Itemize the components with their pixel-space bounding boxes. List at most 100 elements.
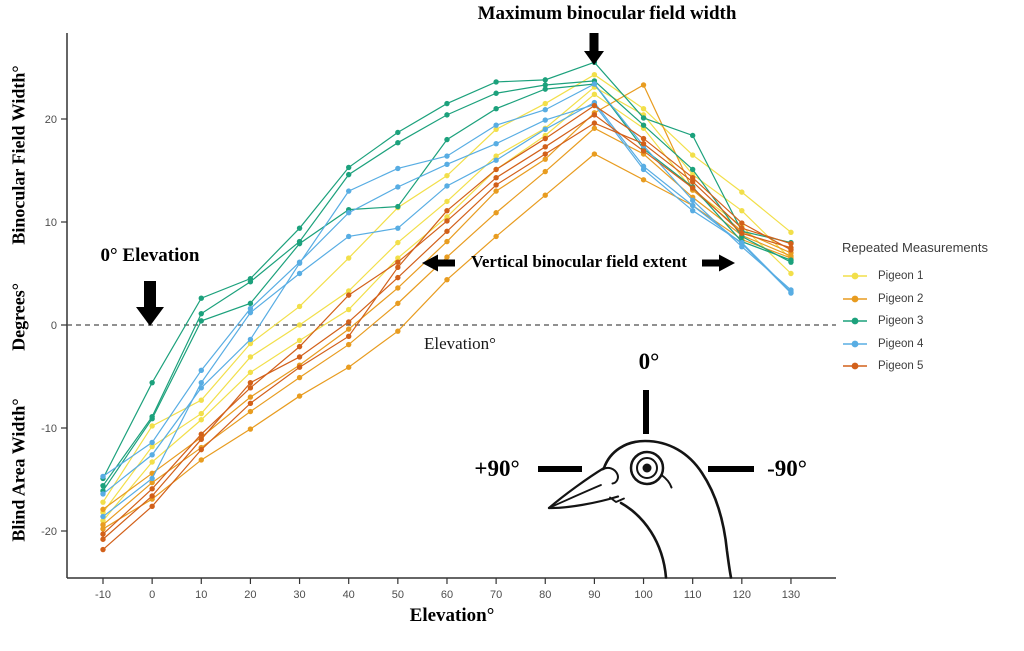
- data-point-pigeon-3-m1: [444, 100, 450, 107]
- data-point-pigeon-5-m1: [100, 536, 106, 542]
- x-tick-label: 60: [441, 589, 453, 601]
- data-point-pigeon-1-m2: [493, 153, 499, 159]
- legend-key-icon: [843, 317, 867, 325]
- data-point-pigeon-4-m1: [395, 184, 401, 190]
- pigeon-head-diagram: [538, 390, 754, 579]
- data-point-pigeon-4-m2: [100, 491, 106, 497]
- y-tick-label: -10: [41, 423, 57, 435]
- data-point-pigeon-5-m3: [739, 230, 745, 237]
- legend-title: Repeated Measurements: [842, 240, 988, 255]
- data-point-pigeon-3-m2: [198, 310, 204, 317]
- data-point-pigeon-2-m2: [296, 374, 303, 381]
- head-label-plus90: +90°: [474, 456, 520, 481]
- x-tick-label: 90: [588, 589, 600, 601]
- data-point-pigeon-3-m2: [346, 171, 352, 178]
- data-point-pigeon-5-m1: [149, 493, 155, 499]
- data-point-pigeon-1-m1: [247, 340, 254, 347]
- data-point-pigeon-1-m1: [640, 106, 647, 112]
- series-line-pigeon-5-m2: [102, 104, 792, 550]
- data-point-pigeon-1-m3: [395, 255, 401, 261]
- data-point-pigeon-2-m2: [247, 408, 254, 415]
- data-point-pigeon-3-m1: [198, 295, 204, 301]
- data-point-pigeon-4-m2: [149, 452, 155, 458]
- data-point-pigeon-1-m1: [149, 423, 155, 429]
- data-point-pigeon-2-m2: [395, 300, 401, 307]
- data-point-pigeon-5-m1: [198, 436, 204, 443]
- data-point-pigeon-3-m1: [689, 132, 696, 139]
- legend-item-pigeon-5: Pigeon 5: [842, 355, 1022, 378]
- data-point-pigeon-4-m3: [493, 157, 499, 163]
- data-point-pigeon-3-m2: [493, 90, 499, 96]
- data-point-pigeon-4-m3: [247, 309, 254, 316]
- data-point-pigeon-3-m3: [444, 136, 450, 143]
- series-line-pigeon-4-m1: [102, 103, 792, 477]
- data-point-pigeon-5-m3: [493, 175, 499, 181]
- data-point-pigeon-5-m2: [640, 135, 647, 142]
- data-point-pigeon-4-m3: [542, 126, 548, 132]
- data-point-pigeon-1-m2: [444, 198, 450, 205]
- series-line-pigeon-4-m2: [102, 83, 792, 495]
- legend-key-icon: [843, 340, 867, 348]
- legend-items: Pigeon 1 Pigeon 2 Pigeon 3 Pigeon 4 Pigeon 5: [842, 265, 1022, 378]
- data-point-pigeon-1-m3: [444, 214, 450, 220]
- y-tick-label: 20: [45, 114, 57, 126]
- x-tick-label: 40: [343, 589, 355, 601]
- data-point-pigeon-3-m3: [493, 106, 499, 112]
- data-point-pigeon-5-m3: [444, 218, 450, 224]
- series-line-pigeon-3-m1: [102, 61, 792, 479]
- data-point-pigeon-5-m1: [640, 141, 647, 147]
- data-point-pigeon-2-m3: [542, 192, 548, 198]
- data-point-pigeon-5-m2: [149, 503, 155, 509]
- data-point-pigeon-4-m2: [247, 336, 254, 343]
- x-tick-label: 80: [539, 589, 551, 601]
- data-point-pigeon-1-m3: [296, 337, 303, 344]
- data-point-pigeon-3-m2: [247, 279, 254, 285]
- data-point-pigeon-5-m3: [542, 144, 548, 150]
- eye-outer-ring: [629, 450, 665, 486]
- data-point-pigeon-4-m2: [591, 81, 598, 87]
- data-point-pigeon-4-m1: [100, 473, 106, 480]
- data-point-pigeon-3-m3: [149, 416, 155, 422]
- data-point-pigeon-5-m1: [493, 182, 499, 188]
- data-point-pigeon-2-m2: [542, 168, 548, 175]
- data-point-pigeon-1-m3: [591, 91, 598, 97]
- data-point-pigeon-4-m2: [346, 188, 352, 194]
- legend-item-label: Pigeon 1: [878, 270, 924, 283]
- data-point-pigeon-5-m1: [247, 379, 254, 386]
- data-point-pigeon-3-m1: [346, 164, 352, 171]
- y-tick-label: -20: [41, 526, 57, 538]
- data-point-pigeon-1-m1: [444, 172, 450, 179]
- eye-middle-ring: [636, 457, 658, 479]
- data-point-pigeon-5-m1: [542, 151, 548, 157]
- data-point-pigeon-5-m1: [788, 240, 794, 247]
- data-point-pigeon-5-m1: [444, 228, 450, 234]
- data-point-pigeon-1-m1: [296, 303, 303, 310]
- x-tick-label: 10: [195, 589, 207, 601]
- data-point-pigeon-1-m1: [100, 499, 106, 505]
- legend-key-icon: [843, 295, 867, 303]
- data-point-pigeon-3-m3: [395, 203, 401, 210]
- data-point-pigeon-3-m3: [542, 86, 548, 92]
- data-point-pigeon-1-m2: [395, 239, 401, 246]
- x-axis-title: Elevation°: [409, 605, 495, 626]
- data-point-pigeon-5-m3: [788, 245, 794, 251]
- head-label-zero: 0°: [638, 349, 660, 374]
- data-point-pigeon-4-m2: [395, 165, 401, 172]
- data-point-pigeon-3-m1: [640, 115, 647, 121]
- data-point-pigeon-1-m2: [149, 443, 155, 450]
- data-point-pigeon-4-m1: [247, 305, 254, 312]
- data-point-pigeon-2-m3: [198, 457, 204, 463]
- data-point-pigeon-4-m3: [395, 225, 401, 231]
- data-point-pigeon-2-m2: [444, 254, 450, 260]
- legend-item-pigeon-1: Pigeon 1: [842, 265, 1022, 288]
- data-point-pigeon-5-m2: [247, 400, 254, 406]
- annotation-max-binocular: Maximum binocular field width: [477, 3, 737, 24]
- data-point-pigeon-1-m1: [788, 229, 794, 235]
- inner-elevation-label: Elevation°: [424, 334, 496, 353]
- data-point-pigeon-4-m2: [444, 153, 450, 159]
- beak-inner-line: [551, 484, 602, 508]
- x-tick-label: -10: [95, 589, 111, 601]
- data-point-pigeon-3-m1: [296, 225, 303, 231]
- data-point-pigeon-1-m2: [739, 207, 745, 214]
